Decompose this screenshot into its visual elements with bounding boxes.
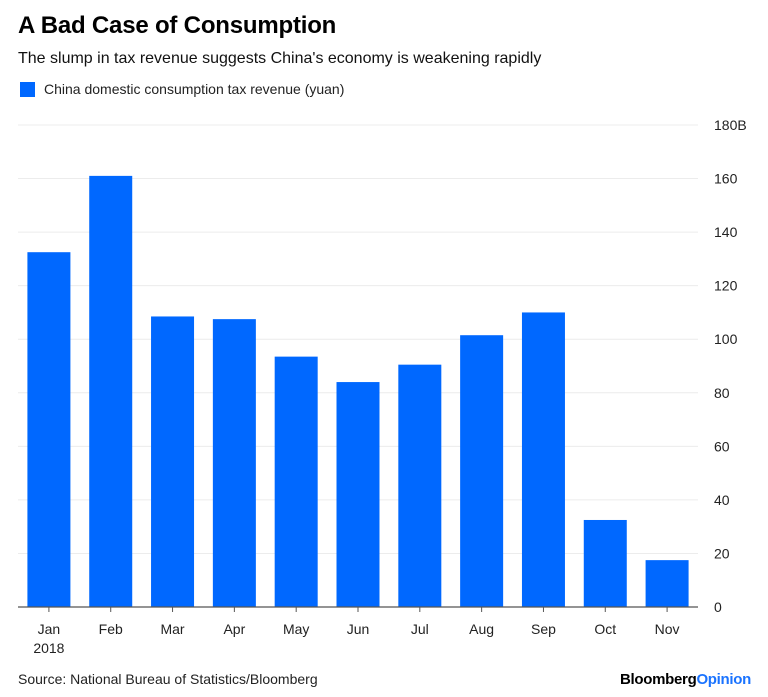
y-tick-label: 0 — [714, 599, 722, 615]
x-tick-label: Jan — [38, 621, 61, 637]
y-tick-label: 100 — [714, 331, 738, 347]
x-tick-label: Apr — [223, 621, 245, 637]
x-tick-label: Nov — [655, 621, 680, 637]
y-tick-label: 140 — [714, 224, 738, 240]
legend-swatch — [20, 81, 35, 97]
x-tick-label: May — [283, 621, 309, 637]
bar-may — [274, 356, 318, 607]
y-tick-label: 40 — [714, 492, 730, 508]
y-tick-label: 80 — [714, 385, 730, 401]
x-tick-sublabel: 2018 — [33, 640, 64, 656]
bar-aug — [460, 335, 504, 607]
x-tick-label: Mar — [160, 621, 184, 637]
y-tick-label: 60 — [714, 438, 730, 454]
bar-jun — [336, 382, 380, 607]
brand-opinion: Opinion — [696, 671, 751, 688]
x-tick-label: Sep — [531, 621, 556, 637]
legend: China domestic consumption tax revenue (… — [20, 81, 344, 97]
chart-title: A Bad Case of Consumption — [18, 12, 337, 39]
bar-nov — [645, 560, 689, 607]
legend-label: China domestic consumption tax revenue (… — [44, 81, 345, 97]
bar-oct — [583, 519, 627, 607]
bar-mar — [151, 316, 195, 607]
y-tick-label: 180B — [714, 117, 747, 133]
bar-jan — [27, 252, 71, 607]
bar-sep — [521, 312, 565, 607]
y-tick-label: 120 — [714, 278, 738, 294]
x-tick-label: Oct — [594, 621, 616, 637]
chart-subtitle: The slump in tax revenue suggests China'… — [18, 50, 542, 67]
y-tick-label: 20 — [714, 545, 730, 561]
x-tick-label: Aug — [469, 621, 494, 637]
brand-bloomberg: Bloomberg — [619, 671, 697, 688]
x-tick-label: Jun — [347, 621, 370, 637]
bar-feb — [89, 175, 133, 607]
source-note: Source: National Bureau of Statistics/Bl… — [18, 671, 318, 687]
x-tick-label: Feb — [99, 621, 123, 637]
x-tick-label: Jul — [411, 621, 429, 637]
y-tick-label: 160 — [714, 171, 738, 187]
bar-apr — [212, 319, 256, 607]
brand-logo: BloombergOpinion — [620, 671, 751, 688]
bar-jul — [398, 364, 442, 607]
